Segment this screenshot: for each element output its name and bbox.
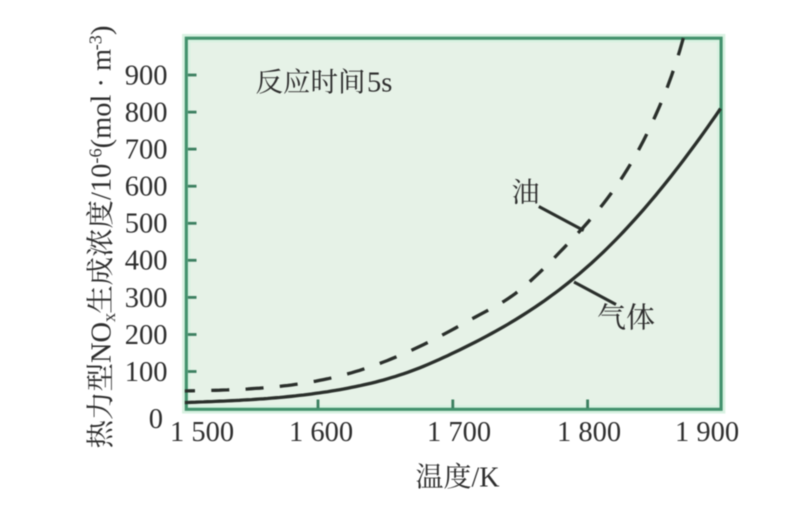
svg-text:600: 600: [125, 172, 168, 203]
svg-text:-6: -6: [86, 148, 106, 163]
svg-text:/K: /K: [472, 463, 500, 494]
svg-text:1 600: 1 600: [289, 417, 353, 448]
svg-text:-3: -3: [86, 35, 106, 50]
svg-text:NO: NO: [86, 322, 117, 363]
svg-text:1 900: 1 900: [675, 417, 739, 448]
svg-text:1 700: 1 700: [427, 417, 491, 448]
svg-text:700: 700: [125, 135, 168, 166]
svg-text:5s: 5s: [367, 68, 392, 99]
svg-text:0: 0: [149, 404, 163, 435]
svg-text:1 500: 1 500: [170, 417, 234, 448]
svg-text:400: 400: [125, 246, 168, 277]
svg-text:900: 900: [125, 60, 168, 91]
svg-text:800: 800: [125, 98, 168, 129]
svg-text:1 800: 1 800: [557, 417, 621, 448]
svg-text:): ): [86, 26, 117, 35]
svg-text:100: 100: [125, 357, 168, 388]
svg-text:(mol · m: (mol · m: [86, 49, 117, 149]
svg-text:/10: /10: [86, 164, 117, 200]
svg-text:200: 200: [125, 320, 168, 351]
svg-text:x: x: [99, 313, 119, 322]
svg-text:500: 500: [125, 209, 168, 240]
svg-text:300: 300: [125, 283, 168, 314]
